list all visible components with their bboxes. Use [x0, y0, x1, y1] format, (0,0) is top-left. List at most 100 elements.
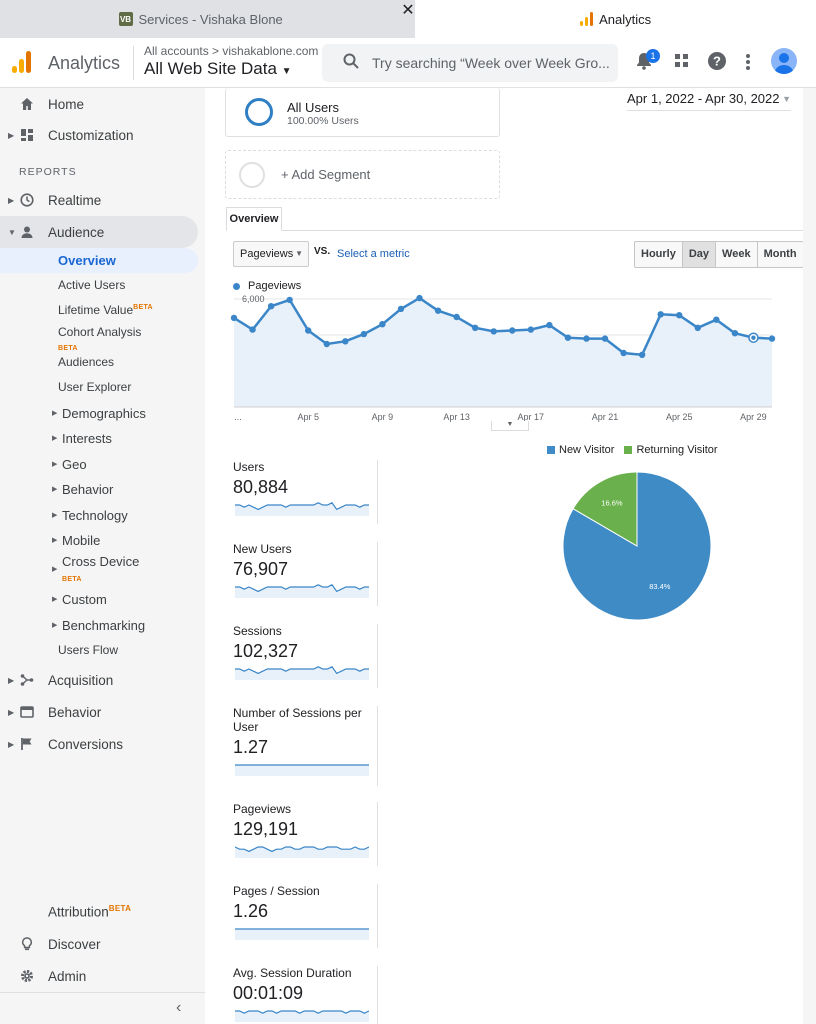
data-point[interactable] — [638, 351, 646, 358]
data-point[interactable] — [583, 335, 590, 342]
chart-collapse-button[interactable]: ▼ — [491, 421, 529, 431]
apps-grid-icon[interactable] — [675, 54, 689, 68]
data-point[interactable] — [397, 305, 405, 313]
month-button[interactable]: Month — [756, 241, 804, 268]
metric-card[interactable]: Pages / Session 1.26 — [233, 884, 378, 948]
sidebar-item-acquisition[interactable]: ▶ Acquisition — [8, 672, 114, 688]
metric-value: 00:01:09 — [233, 983, 304, 1003]
data-point[interactable] — [434, 307, 442, 314]
sidebar-item-user-explorer[interactable]: User Explorer — [58, 380, 132, 394]
data-point[interactable] — [509, 327, 516, 334]
metric-sparkline — [235, 502, 369, 516]
data-point[interactable] — [713, 316, 720, 323]
data-point[interactable] — [694, 324, 701, 331]
sidebar-item-geo[interactable]: ▶ Geo — [52, 456, 87, 472]
sidebar-item-admin[interactable]: Admin — [0, 960, 198, 992]
help-icon[interactable]: ? — [708, 52, 726, 70]
metric-value: 76,907 — [233, 559, 289, 579]
analytics-logo-icon[interactable] — [12, 51, 31, 73]
sidebar-item-cohort-analysis[interactable]: Cohort Analysis BETA — [58, 325, 142, 352]
data-point[interactable] — [286, 296, 293, 304]
svg-text:?: ? — [713, 54, 721, 69]
avatar[interactable] — [771, 48, 797, 74]
app-name: Analytics — [48, 53, 121, 73]
x-tick-label: ... — [234, 412, 242, 422]
data-point[interactable] — [342, 338, 349, 345]
data-point[interactable] — [731, 330, 739, 337]
view-selector[interactable]: All Web Site Data ▼ — [144, 59, 292, 79]
sidebar-item-discover[interactable]: Discover — [0, 928, 198, 960]
browser-tab-services[interactable]: VB Services - Vishaka Blone — [0, 0, 401, 38]
metric-card[interactable]: Sessions 102,327 — [233, 624, 378, 688]
metric-card[interactable]: Pageviews 129,191 — [233, 802, 378, 866]
pie-slice-label: 83.4% — [649, 582, 671, 591]
search-input[interactable]: Try searching “Week over Week Gro... — [322, 44, 618, 82]
home-icon — [21, 98, 33, 110]
data-point[interactable] — [305, 327, 312, 334]
data-point[interactable] — [267, 303, 275, 310]
browser-tab-analytics[interactable]: Analytics — [414, 0, 816, 38]
sidebar-item-customization[interactable]: ▶ Customization — [8, 127, 134, 143]
metric-select[interactable]: Pageviews ▼ — [233, 241, 309, 267]
data-point[interactable] — [360, 330, 368, 338]
data-point[interactable] — [546, 321, 553, 329]
sidebar-item-benchmarking[interactable]: ▶ Benchmarking — [52, 617, 146, 633]
sidebar-item-users-flow[interactable]: Users Flow — [58, 643, 119, 657]
sparkline-line — [235, 584, 369, 593]
week-button[interactable]: Week — [715, 241, 758, 268]
sidebar: Home ▶ Customization REPORTS ▶ Realtime … — [0, 88, 205, 1024]
sidebar-item-technology[interactable]: ▶ Technology — [52, 507, 128, 523]
add-segment-button[interactable]: + Add Segment — [225, 150, 500, 199]
sidebar-item-lifetime-value[interactable]: Lifetime ValueBETA — [58, 303, 153, 317]
data-point[interactable] — [249, 326, 256, 333]
collapse-sidebar-button[interactable]: ‹ — [0, 992, 205, 1024]
main-content: All Users 100.00% Users + Add Segment Ap… — [217, 88, 804, 1024]
time-granularity-group: Hourly Day Week Month — [634, 241, 804, 268]
sidebar-item-cross-device[interactable]: ▶ Cross Device BETA — [52, 554, 140, 583]
data-point[interactable] — [564, 334, 572, 341]
sidebar-item-demographics[interactable]: ▶ Demographics — [52, 405, 146, 421]
metric-card[interactable]: Users 80,884 — [233, 460, 378, 524]
select-metric-link[interactable]: Select a metric — [337, 248, 410, 260]
data-point[interactable] — [323, 340, 330, 348]
sidebar-item-overview[interactable]: Overview — [0, 248, 198, 273]
sidebar-item-active-users[interactable]: Active Users — [58, 278, 126, 292]
data-point[interactable] — [601, 335, 609, 342]
sidebar-item-behavior[interactable]: ▶ Behavior — [8, 704, 102, 720]
data-point[interactable] — [676, 312, 683, 319]
day-button[interactable]: Day — [681, 241, 717, 268]
pie-slice-returning-visitor[interactable] — [572, 471, 638, 547]
sidebar-item-realtime[interactable]: ▶ Realtime — [8, 192, 102, 208]
data-point[interactable] — [416, 294, 423, 302]
data-point[interactable] — [490, 328, 497, 335]
metric-card[interactable]: Number of Sessions per User 1.27 — [233, 706, 378, 786]
data-point[interactable] — [527, 326, 535, 333]
metric-value: 129,191 — [233, 819, 299, 839]
tab-overview[interactable]: Overview — [226, 207, 282, 231]
sidebar-item-behavior-sub[interactable]: ▶ Behavior — [52, 481, 114, 497]
sidebar-item-audience[interactable]: ▼ Audience — [0, 216, 198, 248]
date-range-picker[interactable]: Apr 1, 2022 - Apr 30, 2022 ▼ — [627, 91, 791, 111]
segment-all-users[interactable]: All Users 100.00% Users — [225, 88, 500, 137]
sidebar-item-interests[interactable]: ▶ Interests — [52, 430, 112, 446]
sidebar-item-mobile[interactable]: ▶ Mobile — [52, 532, 101, 548]
sidebar-item-home[interactable]: Home — [0, 88, 198, 120]
account-breadcrumb[interactable]: All accounts > vishakablone.com — [144, 44, 319, 58]
metric-card[interactable]: New Users 76,907 — [233, 542, 378, 606]
sidebar-item-audiences[interactable]: Audiences — [58, 355, 115, 369]
close-tab-icon[interactable]: ✕ — [401, 2, 415, 19]
data-point[interactable] — [768, 335, 776, 342]
sidebar-item-attribution[interactable]: AttributionBETA — [48, 904, 132, 920]
data-point[interactable] — [453, 313, 460, 321]
metric-card[interactable]: Avg. Session Duration 00:01:09 — [233, 966, 378, 1024]
hourly-button[interactable]: Hourly — [634, 241, 683, 268]
more-vert-icon[interactable] — [745, 53, 751, 71]
data-point[interactable] — [657, 311, 664, 318]
data-point[interactable] — [379, 321, 386, 328]
sidebar-item-conversions[interactable]: ▶ Conversions — [8, 736, 124, 752]
chevron-down-icon: ▼ — [782, 94, 791, 104]
data-point[interactable] — [620, 349, 627, 357]
data-point[interactable] — [471, 324, 479, 331]
data-point[interactable] — [230, 314, 238, 322]
sidebar-item-custom[interactable]: ▶ Custom — [52, 591, 107, 607]
